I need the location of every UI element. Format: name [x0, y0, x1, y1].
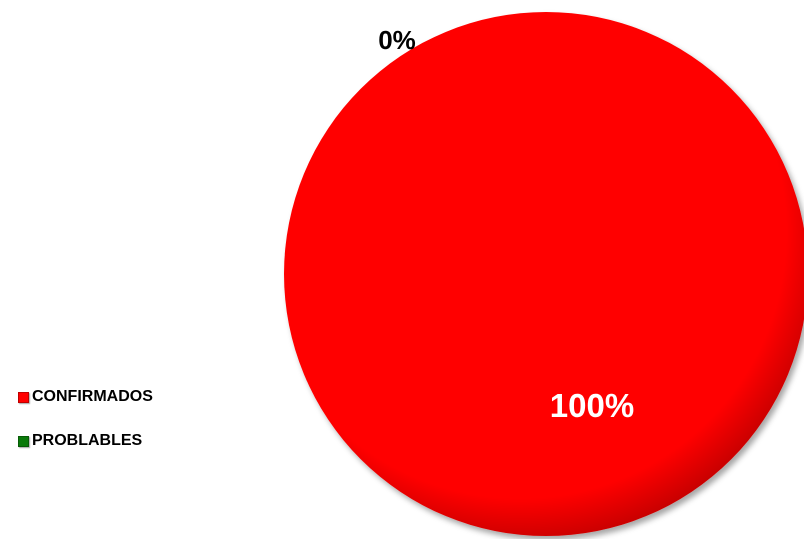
- pie-slices: [284, 12, 804, 536]
- legend-label-confirmados: CONFIRMADOS: [32, 388, 153, 405]
- data-label-problables: 0%: [378, 25, 416, 55]
- legend-swatch-problables: [18, 435, 29, 447]
- pie-slice-shading: [284, 12, 804, 536]
- legend-swatch-confirmados: [18, 391, 29, 403]
- chart-legend: CONFIRMADOS PROBLABLES: [18, 386, 153, 474]
- legend-item-problables: PROBLABLES: [18, 430, 153, 452]
- legend-label-problables: PROBLABLES: [32, 432, 143, 449]
- legend-item-confirmados: CONFIRMADOS: [18, 386, 153, 408]
- pie-data-labels: 100% 0%: [378, 25, 634, 424]
- data-label-confirmados: 100%: [550, 387, 634, 424]
